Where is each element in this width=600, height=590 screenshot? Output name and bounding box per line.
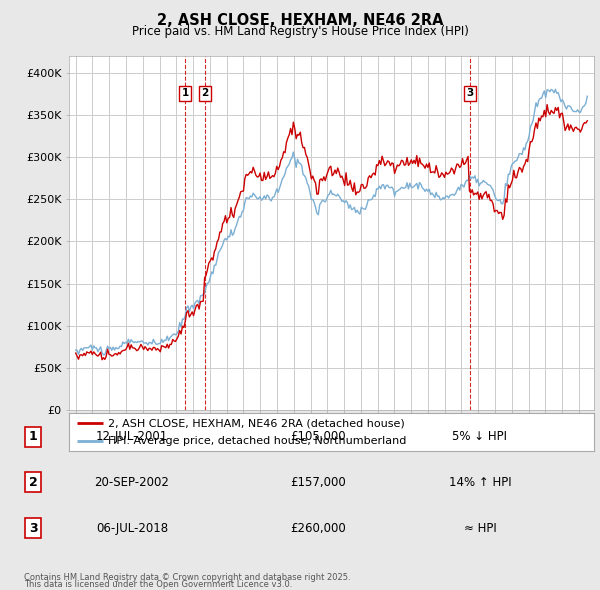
- Text: 2: 2: [29, 476, 37, 489]
- Text: 2: 2: [202, 88, 209, 98]
- Text: 3: 3: [29, 522, 37, 535]
- Text: £260,000: £260,000: [290, 522, 346, 535]
- Text: 06-JUL-2018: 06-JUL-2018: [96, 522, 168, 535]
- Text: ≈ HPI: ≈ HPI: [464, 522, 496, 535]
- Text: £157,000: £157,000: [290, 476, 346, 489]
- Text: HPI: Average price, detached house, Northumberland: HPI: Average price, detached house, Nort…: [109, 436, 407, 446]
- Text: 2, ASH CLOSE, HEXHAM, NE46 2RA: 2, ASH CLOSE, HEXHAM, NE46 2RA: [157, 13, 443, 28]
- Text: Contains HM Land Registry data © Crown copyright and database right 2025.: Contains HM Land Registry data © Crown c…: [24, 573, 350, 582]
- Text: 2, ASH CLOSE, HEXHAM, NE46 2RA (detached house): 2, ASH CLOSE, HEXHAM, NE46 2RA (detached…: [109, 418, 405, 428]
- Text: 5% ↓ HPI: 5% ↓ HPI: [452, 430, 508, 443]
- Text: 14% ↑ HPI: 14% ↑ HPI: [449, 476, 511, 489]
- Text: 1: 1: [182, 88, 189, 98]
- Text: 20-SEP-2002: 20-SEP-2002: [95, 476, 169, 489]
- Text: Price paid vs. HM Land Registry's House Price Index (HPI): Price paid vs. HM Land Registry's House …: [131, 25, 469, 38]
- Text: £105,000: £105,000: [290, 430, 346, 443]
- Text: 12-JUL-2001: 12-JUL-2001: [96, 430, 168, 443]
- Text: This data is licensed under the Open Government Licence v3.0.: This data is licensed under the Open Gov…: [24, 580, 292, 589]
- Text: 3: 3: [466, 88, 473, 98]
- Text: 1: 1: [29, 430, 37, 443]
